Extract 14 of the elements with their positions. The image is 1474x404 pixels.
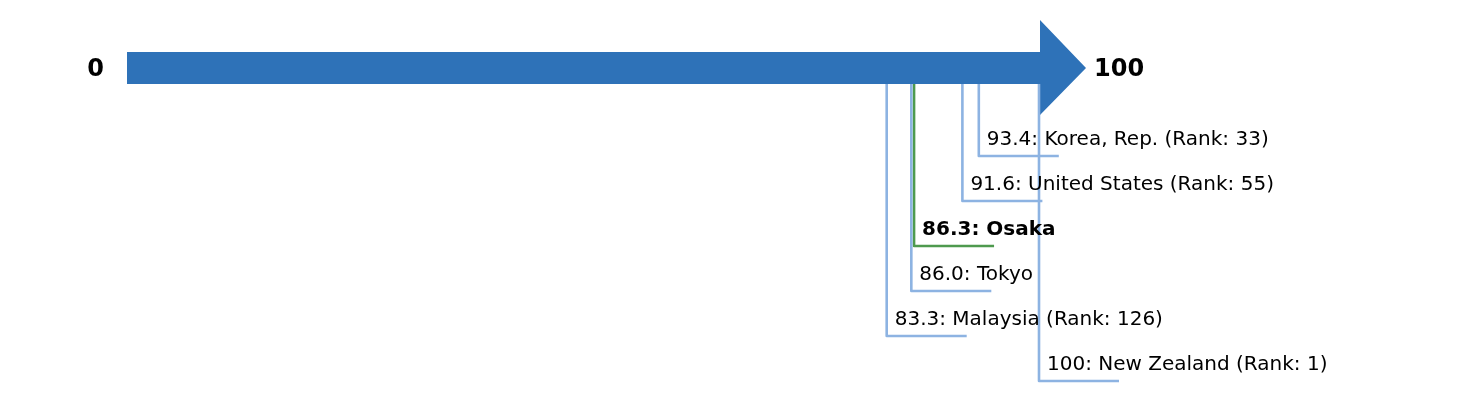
category-label: Tokyo bbox=[970, 261, 1033, 285]
category-label: New Zealand (Rank: 1) bbox=[1091, 351, 1328, 375]
data-label: 83.3: bbox=[894, 306, 946, 330]
category-label: Osaka bbox=[979, 216, 1056, 240]
text: 0 bbox=[87, 54, 104, 82]
text: 100 bbox=[1094, 54, 1145, 82]
data-label: 86.0: bbox=[919, 261, 971, 285]
data-label: 100: bbox=[1047, 351, 1092, 375]
category-label: United States (Rank: 55) bbox=[1021, 171, 1274, 195]
category-label: Malaysia (Rank: 126) bbox=[945, 306, 1163, 330]
category-label: Korea, Rep. (Rank: 33) bbox=[1038, 126, 1269, 150]
data-label: 91.6: bbox=[970, 171, 1022, 195]
data-label: 93.4: bbox=[986, 126, 1039, 150]
data-label: 86.3: bbox=[922, 216, 980, 240]
